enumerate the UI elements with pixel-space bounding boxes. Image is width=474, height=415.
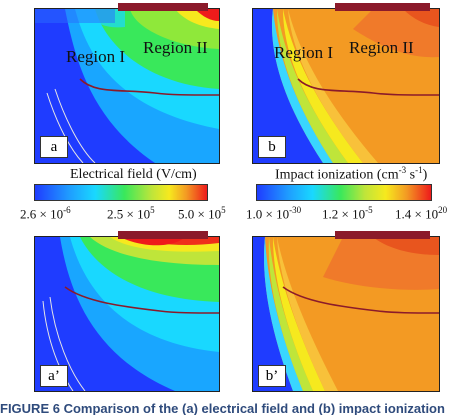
field-tick-min: 2.6 × 10-6 [20, 205, 71, 222]
panel-label-b-prime: b’ [258, 365, 286, 387]
ionization-title-text: Impact ionization (cm [275, 167, 399, 183]
figure-caption: FIGURE 6 Comparison of the (a) electrica… [0, 401, 445, 415]
ionization-colorbar-title: Impact ionization (cm-3 s-1) [275, 165, 427, 184]
ionization-colorbar [256, 184, 432, 201]
region-2-label-b: Region II [349, 38, 414, 57]
field-tick-max: 5.0 × 105 [178, 205, 226, 222]
region-2-label-a: Region II [143, 38, 208, 57]
gate-contact-b-prime [335, 231, 430, 239]
ionization-tick-min: 1.0 × 10-30 [246, 205, 301, 222]
gate-contact-a-prime [118, 231, 208, 239]
field-tick-max-exp: 5 [221, 205, 226, 215]
ionization-title-exp2: -1 [415, 165, 423, 175]
field-tick-max-base: 5.0 × 10 [178, 206, 222, 222]
field-tick-min-base: 2.6 × 10 [20, 206, 64, 222]
ionization-tick-mid-exp: -5 [365, 205, 373, 215]
ionization-tick-min-exp: -30 [289, 205, 302, 215]
ionization-tick-mid: 1.2 × 10-5 [322, 205, 373, 222]
field-tick-mid-exp: 5 [150, 205, 155, 215]
ionization-tick-max: 1.4 × 1020 [395, 205, 447, 222]
field-colorbar-title: Electrical field (V/cm) [70, 167, 197, 182]
region-1-label-a: Region I [66, 47, 126, 66]
ionization-title-exp1: -3 [398, 165, 407, 175]
panel-label-b: b [258, 136, 286, 158]
gate-contact-a [118, 3, 208, 11]
field-tick-min-exp: -6 [63, 205, 71, 215]
ionization-tick-mid-base: 1.2 × 10 [322, 206, 366, 222]
ionization-tick-min-base: 1.0 × 10 [246, 206, 290, 222]
ionization-tick-max-exp: 20 [438, 205, 448, 215]
ionization-title-mid: s [406, 167, 416, 183]
panel-label-a: a [40, 136, 68, 158]
region-1-label-b: Region I [274, 43, 334, 62]
panel-label-a-prime: a’ [40, 365, 68, 387]
field-colorbar [34, 184, 208, 201]
field-tick-mid: 2.5 × 105 [107, 205, 155, 222]
gate-contact-b [335, 3, 430, 11]
panel-b-prime-ionization-map [252, 236, 440, 392]
ionization-tick-max-base: 1.4 × 10 [395, 206, 439, 222]
ionization-title-end: ) [422, 167, 428, 183]
field-tick-mid-base: 2.5 × 10 [107, 206, 151, 222]
